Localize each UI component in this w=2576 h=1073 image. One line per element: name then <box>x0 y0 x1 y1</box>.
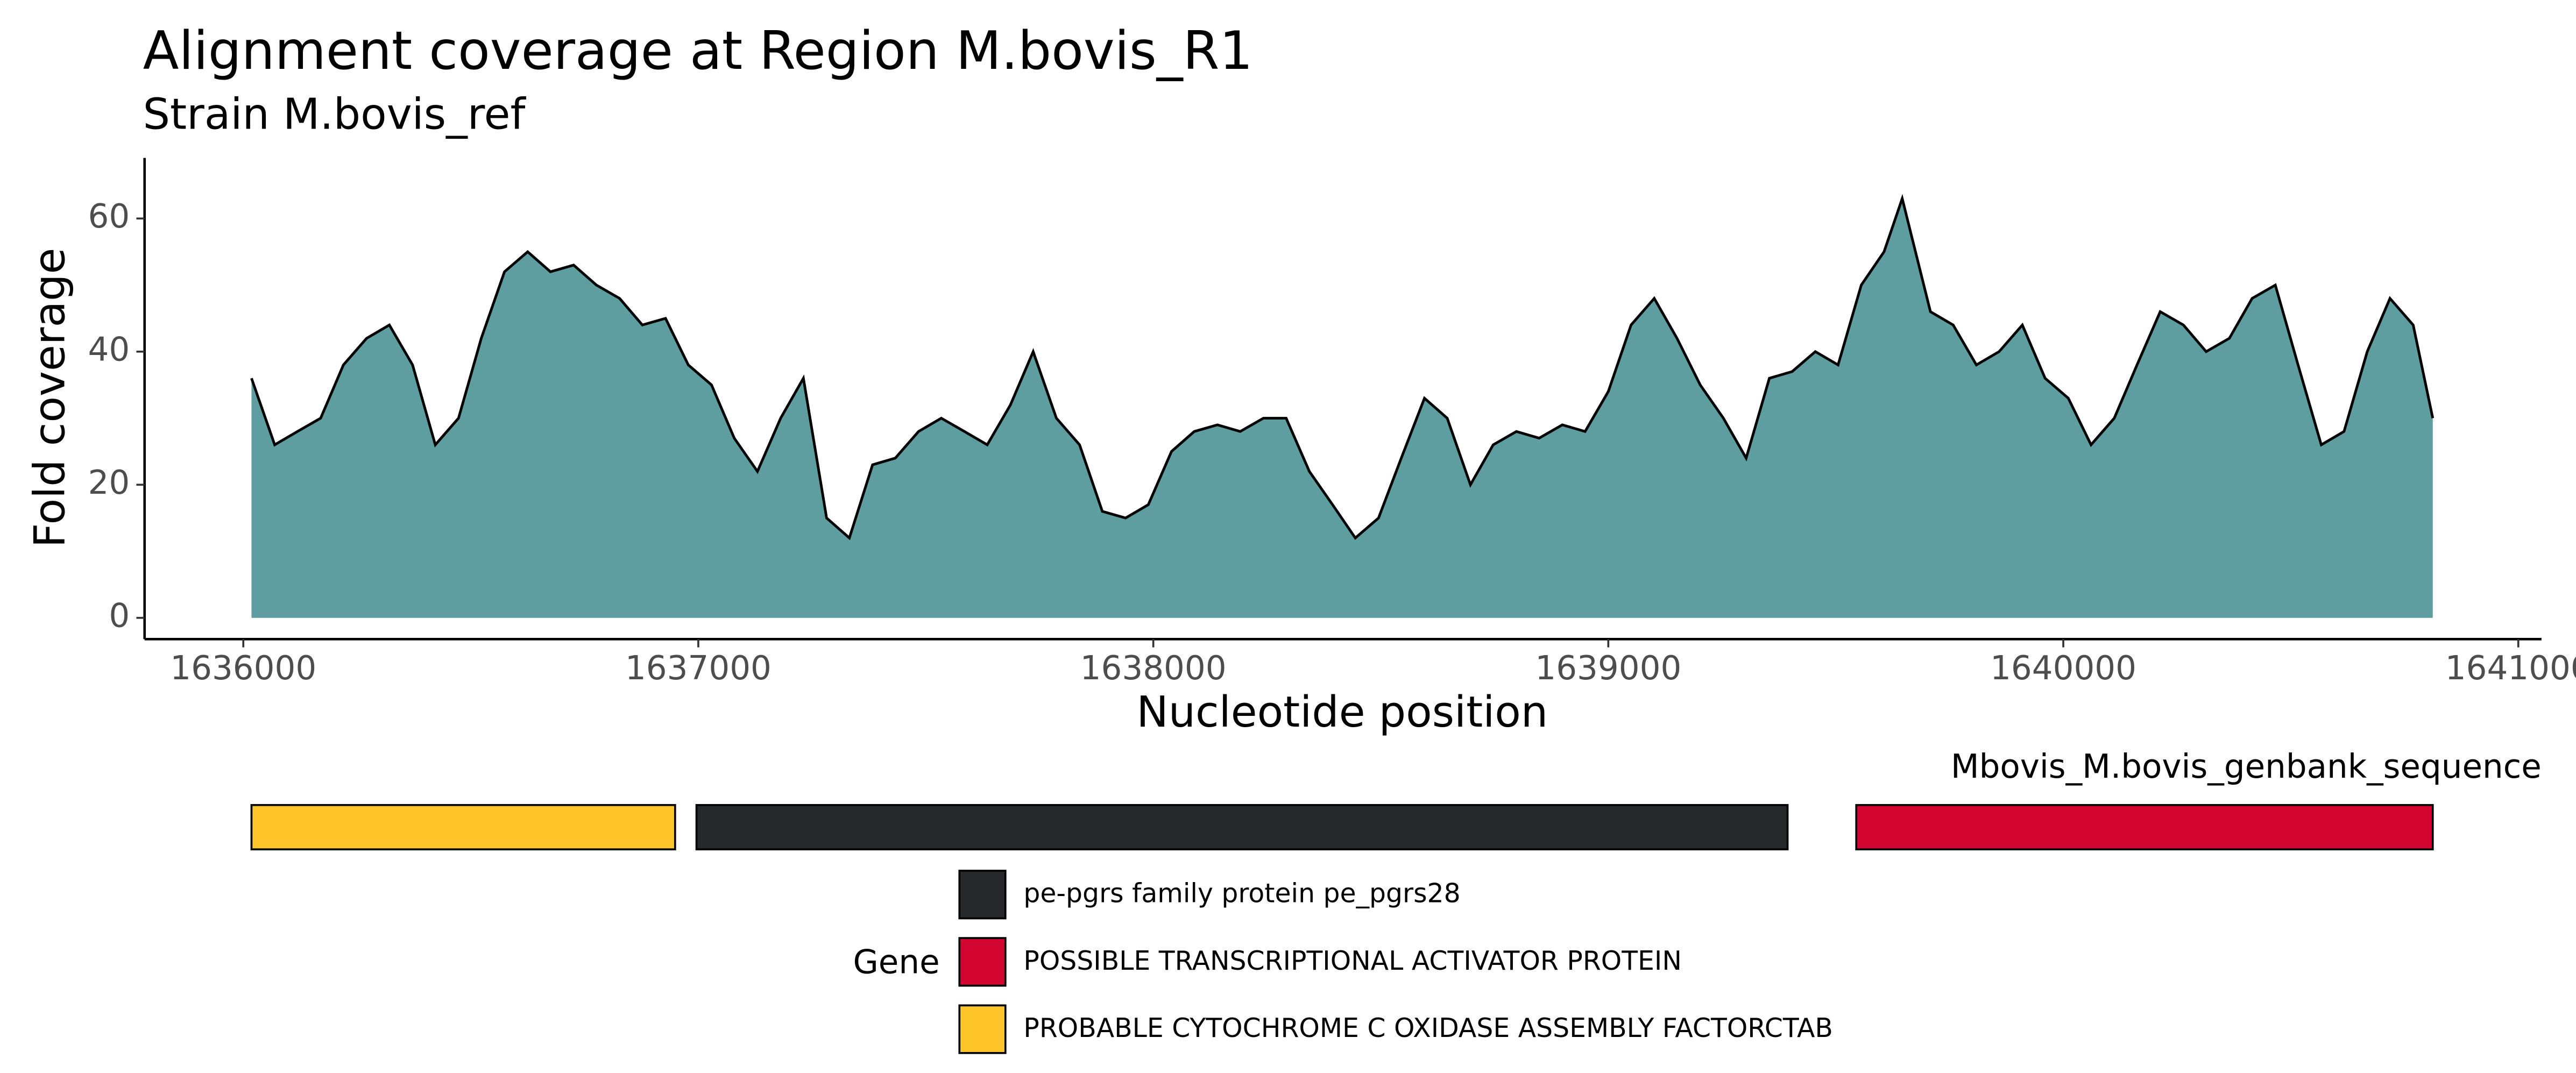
chart-title: Alignment coverage at Region M.bovis_R1 <box>143 20 1253 82</box>
legend-key <box>958 1004 1007 1054</box>
y-axis-title: Fold coverage <box>25 248 75 548</box>
x-tick-label: 1638000 <box>1080 649 1227 687</box>
y-tick-label: 40 <box>88 330 130 368</box>
y-tick-label: 0 <box>109 596 130 635</box>
legend-label: PROBABLE CYTOCHROME C OXIDASE ASSEMBLY F… <box>1023 1013 1833 1043</box>
coverage-area <box>251 198 2433 618</box>
legend-key <box>958 937 1007 987</box>
track-label: Mbovis_M.bovis_genbank_sequence <box>1951 748 2542 786</box>
x-tick-label: 1641000 <box>2445 649 2576 687</box>
gene-segment <box>250 804 676 851</box>
chart-subtitle: Strain M.bovis_ref <box>143 89 527 139</box>
y-tick-label: 60 <box>88 197 130 236</box>
x-tick-label: 1640000 <box>1990 649 2136 687</box>
x-tick-label: 1637000 <box>625 649 772 687</box>
legend-key <box>958 870 1007 920</box>
legend-title: Gene <box>853 943 939 982</box>
legend-label: pe-pgrs family protein pe_pgrs28 <box>1023 878 1460 909</box>
legend-label: POSSIBLE TRANSCRIPTIONAL ACTIVATOR PROTE… <box>1023 946 1681 976</box>
x-tick-label: 1636000 <box>170 649 316 687</box>
y-tick-label: 20 <box>88 464 130 502</box>
gene-segment <box>1855 804 2434 851</box>
x-axis-title: Nucleotide position <box>1136 687 1548 737</box>
x-tick-label: 1639000 <box>1535 649 1681 687</box>
gene-segment <box>695 804 1789 851</box>
coverage-line <box>250 194 2435 541</box>
